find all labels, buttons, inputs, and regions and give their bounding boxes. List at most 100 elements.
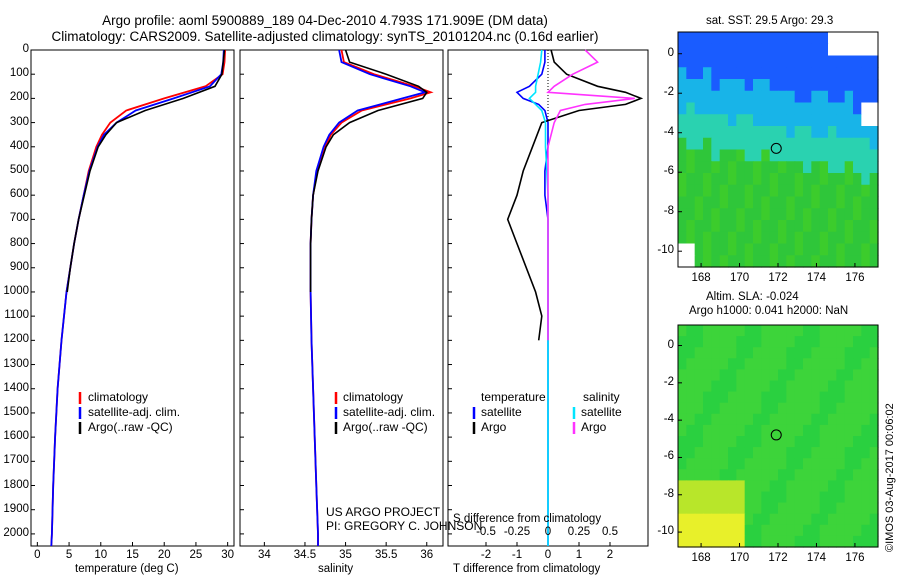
map-1-cell: [794, 436, 804, 448]
map-0-cell: [778, 196, 787, 209]
map-1-cell: [686, 491, 696, 504]
map-1-cell: [869, 325, 879, 337]
map-1-cell: [761, 458, 771, 470]
map-0-cell: [786, 79, 796, 92]
depth-tick-label-2: 200: [9, 91, 29, 104]
map-0-cell: [761, 173, 771, 186]
map-0-cell: [678, 126, 687, 139]
map-0-cell: [694, 126, 704, 139]
map-1-cell: [786, 380, 796, 393]
map-0-cell: [794, 208, 804, 221]
map-0-cell: [694, 55, 704, 68]
map-0-cell: [844, 161, 854, 174]
map-0-cell: [811, 114, 821, 127]
map-0-cell: [778, 79, 787, 92]
map-1-cell: [819, 424, 829, 437]
map-1-cell: [869, 535, 879, 548]
map-0-cell: [761, 102, 771, 115]
map-0-cell: [803, 67, 812, 80]
map-0-cell: [694, 102, 704, 115]
map-1-cell: [711, 524, 721, 537]
map-0-cell: [844, 208, 854, 221]
map-0-cell: [869, 208, 879, 221]
map-0-xtick-label-4: 176: [845, 272, 865, 284]
map-1-cell: [761, 469, 771, 481]
map-1-cell: [761, 358, 771, 370]
map-1-cell: [794, 347, 804, 359]
map-0-cell: [811, 161, 821, 174]
map-1-cell: [719, 358, 729, 370]
map-0-cell: [836, 32, 846, 45]
map-1-cell: [803, 380, 812, 393]
temp-xtick-label-3: 15: [126, 549, 139, 561]
map-0-cell: [853, 173, 862, 186]
map-1-cell: [861, 524, 871, 537]
map-0-cell: [744, 137, 754, 151]
map-1-xtick-label-1: 170: [729, 552, 750, 564]
map-1-cell: [686, 325, 696, 337]
temp-xtick-label-0: 0: [34, 549, 41, 561]
map-0-cell: [694, 208, 704, 221]
map-1-cell: [678, 458, 687, 470]
map-0-cell: [753, 184, 762, 198]
map-0-cell: [794, 149, 804, 162]
map-1-cell: [786, 535, 796, 548]
map-0-cell: [694, 90, 704, 104]
map-0-cell: [811, 149, 821, 162]
credit-project: US ARGO PROJECT: [326, 505, 441, 519]
map-0-cell: [869, 102, 879, 115]
map-0-cell: [786, 126, 796, 139]
map-0-cell: [828, 231, 837, 245]
map-0-cell: [819, 184, 829, 198]
map-0-cell: [728, 102, 737, 115]
map-0-cell: [711, 231, 721, 245]
map-0-cell: [861, 184, 871, 198]
map-1-cell: [719, 380, 729, 393]
sla-map-title-line2: Argo h1000: 0.041 h2000: NaN: [689, 305, 849, 317]
map-1-cell: [836, 402, 846, 415]
map-1-cell: [853, 369, 862, 382]
map-0-cell: [836, 255, 846, 268]
map-1-cell: [819, 325, 829, 337]
map-1-cell: [736, 447, 746, 459]
map-1-cell: [836, 513, 846, 526]
diff-line-1: [506, 49, 644, 341]
map-1-cell: [861, 535, 871, 548]
map-0-cell: [769, 79, 779, 92]
map-1-cell: [794, 413, 804, 426]
map-0-cell: [869, 161, 879, 174]
map-0-cell: [711, 208, 721, 221]
map-0-cell: [844, 102, 854, 115]
map-0-cell: [786, 102, 796, 115]
map-1-cell: [769, 413, 779, 426]
map-0-cell: [861, 149, 871, 162]
map-0-cell: [836, 208, 846, 221]
maps-layer: [677, 31, 879, 548]
map-1-cell: [686, 347, 696, 359]
map-1-cell: [794, 480, 804, 493]
map-0-cell: [778, 231, 787, 245]
map-1-cell: [703, 336, 712, 348]
diff-xtick-label-0: -2: [480, 549, 492, 561]
map-1-cell: [853, 424, 862, 437]
map-0-cell: [828, 196, 837, 209]
map-0-cell: [778, 184, 787, 198]
depth-tick-label-1: 100: [9, 67, 29, 80]
map-1-cell: [728, 380, 737, 393]
map-0-cell: [811, 79, 821, 92]
map-0-cell: [853, 43, 862, 57]
map-1-cell: [786, 491, 796, 504]
map-1-cell: [811, 458, 821, 470]
map-0-cell: [736, 114, 746, 127]
map-0-cell: [736, 220, 746, 233]
map-0-cell: [678, 79, 687, 92]
map-0-cell: [836, 161, 846, 174]
imos-timestamp: ©IMOS 03-Aug-2017 00:06:02: [884, 403, 896, 552]
map-0-cell: [869, 173, 879, 186]
map-1-cell: [711, 469, 721, 481]
map-0-cell: [719, 208, 729, 221]
map-1-cell: [811, 369, 821, 382]
map-1-cell: [736, 380, 746, 393]
map-1-cell: [819, 502, 829, 515]
map-0-cell: [786, 220, 796, 233]
